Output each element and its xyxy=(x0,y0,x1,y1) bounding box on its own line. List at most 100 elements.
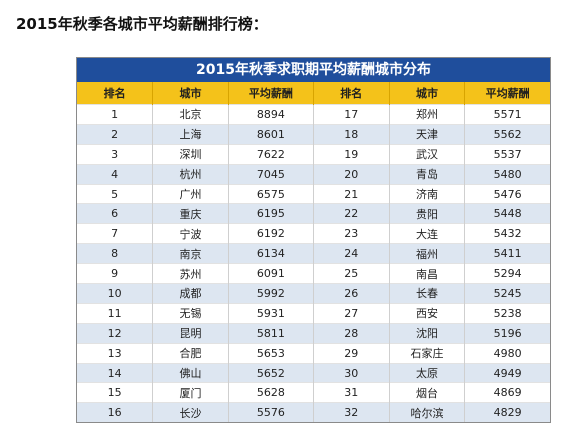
page-title: 2015年秋季各城市平均薪酬排行榜： xyxy=(16,15,268,33)
column-header-rank: 排名 xyxy=(313,82,390,105)
column-header-city: 城市 xyxy=(389,82,466,105)
table-title: 2015年秋季求职期平均薪酬城市分布 xyxy=(77,58,550,82)
salary-cell: 5448 xyxy=(464,203,550,224)
salary-cell: 6134 xyxy=(228,243,314,264)
table-row: 2 上海 8601 18 天津 5562 xyxy=(77,123,550,145)
salary-cell: 4869 xyxy=(464,382,550,403)
rank-cell: 19 xyxy=(313,143,390,165)
rank-cell: 27 xyxy=(313,302,390,324)
column-header-salary: 平均薪酬 xyxy=(464,82,550,105)
rank-cell: 8 xyxy=(77,243,154,264)
rank-cell: 12 xyxy=(77,322,154,344)
rank-cell: 21 xyxy=(313,183,390,204)
rank-cell: 18 xyxy=(313,123,390,145)
salary-cell: 5238 xyxy=(464,302,550,324)
city-cell: 深圳 xyxy=(152,143,229,165)
rank-cell: 20 xyxy=(313,163,390,185)
rank-cell: 15 xyxy=(77,382,154,403)
city-cell: 无锡 xyxy=(152,302,229,324)
city-cell: 哈尔滨 xyxy=(389,402,466,423)
rank-cell: 16 xyxy=(77,402,154,423)
salary-table-grid: 排名 城市 平均薪酬 排名 城市 平均薪酬 1 北京 8894 17 郑州 5571 2 上海… xyxy=(77,82,550,423)
city-cell: 重庆 xyxy=(152,203,229,224)
salary-ranking-table: 2015年秋季求职期平均薪酬城市分布 排名 城市 平均薪酬 排名 城市 平均薪酬… xyxy=(76,57,551,424)
rank-cell: 25 xyxy=(313,263,390,284)
table-row: 7 宁波 6192 23 大连 5432 xyxy=(77,223,550,244)
rank-cell: 1 xyxy=(77,104,154,125)
salary-cell: 5432 xyxy=(464,223,550,244)
table-row: 13 合肥 5653 29 石家庄 4980 xyxy=(77,342,550,364)
rank-cell: 22 xyxy=(313,203,390,224)
rank-cell: 31 xyxy=(313,382,390,403)
city-cell: 郑州 xyxy=(389,104,466,125)
city-cell: 宁波 xyxy=(152,223,229,244)
city-cell: 石家庄 xyxy=(389,342,466,364)
rank-cell: 3 xyxy=(77,143,154,165)
rank-cell: 30 xyxy=(313,362,390,383)
salary-cell: 6195 xyxy=(228,203,314,224)
rank-cell: 14 xyxy=(77,362,154,383)
table-row: 11 无锡 5931 27 西安 5238 xyxy=(77,302,550,324)
salary-cell: 5480 xyxy=(464,163,550,185)
table-body: 1 北京 8894 17 郑州 5571 2 上海 8601 18 天津 5562 3 深圳 7622 19 武… xyxy=(77,104,550,423)
rank-cell: 2 xyxy=(77,123,154,145)
salary-cell: 5811 xyxy=(228,322,314,344)
city-cell: 佛山 xyxy=(152,362,229,383)
salary-cell: 5294 xyxy=(464,263,550,284)
city-cell: 沈阳 xyxy=(389,322,466,344)
column-header-rank: 排名 xyxy=(77,82,154,105)
table-row: 5 广州 6575 21 济南 5476 xyxy=(77,183,550,204)
city-cell: 西安 xyxy=(389,302,466,324)
city-cell: 大连 xyxy=(389,223,466,244)
table-header-row: 排名 城市 平均薪酬 排名 城市 平均薪酬 xyxy=(77,82,550,105)
city-cell: 济南 xyxy=(389,183,466,204)
city-cell: 合肥 xyxy=(152,342,229,364)
column-header-city: 城市 xyxy=(152,82,229,105)
salary-cell: 6575 xyxy=(228,183,314,204)
salary-cell: 5196 xyxy=(464,322,550,344)
city-cell: 昆明 xyxy=(152,322,229,344)
salary-cell: 8601 xyxy=(228,123,314,145)
city-cell: 南昌 xyxy=(389,263,466,284)
city-cell: 成都 xyxy=(152,283,229,304)
salary-cell: 8894 xyxy=(228,104,314,125)
salary-cell: 5571 xyxy=(464,104,550,125)
salary-cell: 5537 xyxy=(464,143,550,165)
rank-cell: 24 xyxy=(313,243,390,264)
salary-cell: 7622 xyxy=(228,143,314,165)
salary-cell: 4829 xyxy=(464,402,550,423)
salary-cell: 7045 xyxy=(228,163,314,185)
salary-cell: 5931 xyxy=(228,302,314,324)
city-cell: 贵阳 xyxy=(389,203,466,224)
salary-cell: 5411 xyxy=(464,243,550,264)
table-row: 14 佛山 5652 30 太原 4949 xyxy=(77,362,550,383)
salary-cell: 5576 xyxy=(228,402,314,423)
salary-cell: 6192 xyxy=(228,223,314,244)
city-cell: 武汉 xyxy=(389,143,466,165)
city-cell: 青岛 xyxy=(389,163,466,185)
rank-cell: 13 xyxy=(77,342,154,364)
city-cell: 厦门 xyxy=(152,382,229,403)
table-row: 6 重庆 6195 22 贵阳 5448 xyxy=(77,203,550,224)
rank-cell: 26 xyxy=(313,283,390,304)
rank-cell: 6 xyxy=(77,203,154,224)
salary-cell: 5562 xyxy=(464,123,550,145)
table-row: 9 苏州 6091 25 南昌 5294 xyxy=(77,263,550,284)
city-cell: 北京 xyxy=(152,104,229,125)
rank-cell: 32 xyxy=(313,402,390,423)
table-row: 4 杭州 7045 20 青岛 5480 xyxy=(77,163,550,185)
table-row: 10 成都 5992 26 长春 5245 xyxy=(77,283,550,304)
rank-cell: 9 xyxy=(77,263,154,284)
salary-cell: 5245 xyxy=(464,283,550,304)
rank-cell: 29 xyxy=(313,342,390,364)
rank-cell: 10 xyxy=(77,283,154,304)
city-cell: 南京 xyxy=(152,243,229,264)
table-row: 8 南京 6134 24 福州 5411 xyxy=(77,243,550,264)
rank-cell: 7 xyxy=(77,223,154,244)
city-cell: 苏州 xyxy=(152,263,229,284)
salary-cell: 4980 xyxy=(464,342,550,364)
salary-cell: 5653 xyxy=(228,342,314,364)
rank-cell: 11 xyxy=(77,302,154,324)
salary-cell: 5476 xyxy=(464,183,550,204)
salary-cell: 5652 xyxy=(228,362,314,383)
